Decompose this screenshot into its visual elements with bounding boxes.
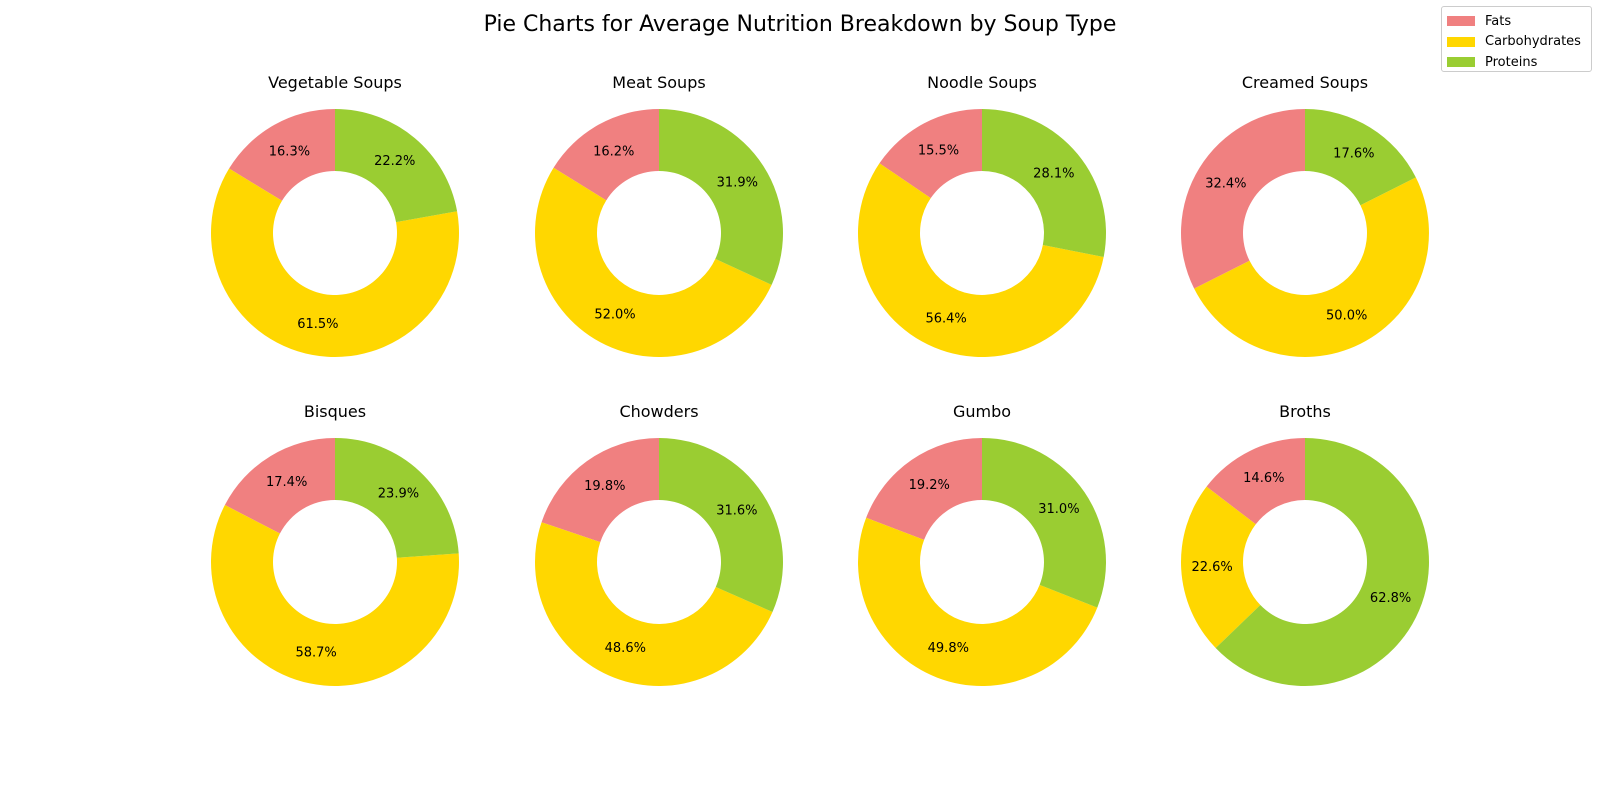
pct-label-noodle-soups-fats: 15.5% bbox=[918, 143, 959, 158]
pct-label-bisques-fats: 17.4% bbox=[266, 475, 307, 490]
donut-title-creamed-soups: Creamed Soups bbox=[1242, 73, 1368, 92]
slice-chowders-carbohydrates bbox=[534, 522, 773, 687]
legend-label-fats: Fats bbox=[1485, 13, 1512, 29]
legend-label-proteins: Proteins bbox=[1485, 54, 1538, 70]
donut-title-vegetable-soups: Vegetable Soups bbox=[268, 73, 402, 92]
chart-title: Pie Charts for Average Nutrition Breakdo… bbox=[483, 12, 1117, 37]
donut-title-noodle-soups: Noodle Soups bbox=[927, 73, 1037, 92]
pct-label-chowders-carbohydrates: 48.6% bbox=[605, 641, 646, 656]
slice-meat-soups-carbohydrates bbox=[535, 167, 772, 358]
pct-label-creamed-soups-proteins: 17.6% bbox=[1333, 146, 1374, 161]
donut-title-chowders: Chowders bbox=[619, 402, 698, 421]
slice-noodle-soups-fats bbox=[879, 109, 982, 199]
legend: Fats Carbohydrates Proteins bbox=[1441, 6, 1592, 72]
pct-label-meat-soups-proteins: 31.9% bbox=[717, 175, 758, 190]
donut-meat-soups: Meat Soups 16.2% 52.0% 31.9% bbox=[535, 73, 783, 358]
slice-chowders-fats bbox=[541, 438, 659, 543]
donut-vegetable-soups: Vegetable Soups 16.3% 61.5% 22.2% bbox=[210, 73, 459, 358]
donut-gumbo: Gumbo 19.2% 49.8% 31.0% bbox=[858, 402, 1106, 686]
pct-label-noodle-soups-proteins: 28.1% bbox=[1033, 166, 1074, 181]
donut-chowders: Chowders 19.8% 48.6% 31.6% bbox=[534, 402, 784, 687]
legend-item-proteins: Proteins bbox=[1447, 52, 1591, 73]
slice-broths-fats bbox=[1206, 438, 1305, 525]
pct-label-vegetable-soups-fats: 16.3% bbox=[269, 144, 310, 159]
pct-label-broths-carbohydrates: 22.6% bbox=[1191, 560, 1232, 575]
pct-label-meat-soups-fats: 16.2% bbox=[593, 144, 634, 159]
legend-item-fats: Fats bbox=[1447, 11, 1591, 32]
pct-label-chowders-proteins: 31.6% bbox=[716, 504, 757, 519]
donut-title-gumbo: Gumbo bbox=[953, 402, 1011, 421]
pct-label-vegetable-soups-carbohydrates: 61.5% bbox=[297, 317, 338, 332]
slice-gumbo-proteins bbox=[982, 438, 1106, 608]
donut-bisques: Bisques 17.4% 58.7% 23.9% bbox=[210, 402, 459, 687]
pct-label-chowders-fats: 19.8% bbox=[584, 479, 625, 494]
slice-broths-carbohydrates bbox=[1180, 486, 1261, 649]
pct-label-gumbo-carbohydrates: 49.8% bbox=[928, 641, 969, 656]
slice-broths-proteins bbox=[1215, 438, 1429, 686]
slice-creamed-soups-carbohydrates bbox=[1194, 177, 1429, 357]
slice-gumbo-fats bbox=[866, 438, 982, 540]
slice-bisques-proteins bbox=[335, 438, 459, 558]
slice-creamed-soups-proteins bbox=[1305, 109, 1416, 206]
pct-label-broths-proteins: 62.8% bbox=[1370, 591, 1411, 606]
legend-swatch-proteins bbox=[1447, 57, 1475, 68]
donut-title-broths: Broths bbox=[1279, 402, 1331, 421]
pct-label-meat-soups-carbohydrates: 52.0% bbox=[594, 307, 635, 322]
slice-bisques-carbohydrates bbox=[210, 505, 459, 687]
donut-creamed-soups: Creamed Soups 32.4% 50.0% 17.6% bbox=[1181, 73, 1429, 357]
legend-swatch-fats bbox=[1447, 16, 1475, 27]
donut-title-meat-soups: Meat Soups bbox=[612, 73, 705, 92]
pct-label-gumbo-proteins: 31.0% bbox=[1038, 502, 1079, 517]
pct-label-gumbo-fats: 19.2% bbox=[909, 478, 950, 493]
legend-label-carbohydrates: Carbohydrates bbox=[1485, 34, 1581, 50]
donut-noodle-soups: Noodle Soups 15.5% 56.4% 28.1% bbox=[858, 73, 1107, 357]
pct-label-bisques-carbohydrates: 58.7% bbox=[295, 646, 336, 661]
slice-creamed-soups-fats bbox=[1181, 109, 1305, 289]
slice-vegetable-soups-carbohydrates bbox=[210, 168, 459, 358]
slice-vegetable-soups-fats bbox=[229, 109, 335, 201]
pct-label-creamed-soups-fats: 32.4% bbox=[1205, 177, 1246, 192]
slice-noodle-soups-carbohydrates bbox=[858, 163, 1104, 357]
slice-chowders-proteins bbox=[659, 438, 784, 612]
pct-label-broths-fats: 14.6% bbox=[1243, 471, 1284, 486]
pct-label-bisques-proteins: 23.9% bbox=[378, 487, 419, 502]
slice-vegetable-soups-proteins bbox=[335, 109, 458, 223]
donut-title-bisques: Bisques bbox=[304, 402, 366, 421]
pct-label-noodle-soups-carbohydrates: 56.4% bbox=[925, 311, 966, 326]
slice-bisques-fats bbox=[224, 438, 335, 534]
legend-swatch-carbohydrates bbox=[1447, 36, 1475, 47]
donut-broths: Broths 14.6% 22.6% 62.8% bbox=[1180, 402, 1429, 686]
slice-gumbo-carbohydrates bbox=[858, 517, 1098, 686]
legend-item-carbohydrates: Carbohydrates bbox=[1447, 32, 1591, 53]
slice-meat-soups-proteins bbox=[659, 109, 783, 285]
pct-label-vegetable-soups-proteins: 22.2% bbox=[374, 154, 415, 169]
slice-meat-soups-fats bbox=[553, 109, 659, 201]
slice-noodle-soups-proteins bbox=[982, 109, 1107, 258]
pct-label-creamed-soups-carbohydrates: 50.0% bbox=[1326, 309, 1367, 324]
